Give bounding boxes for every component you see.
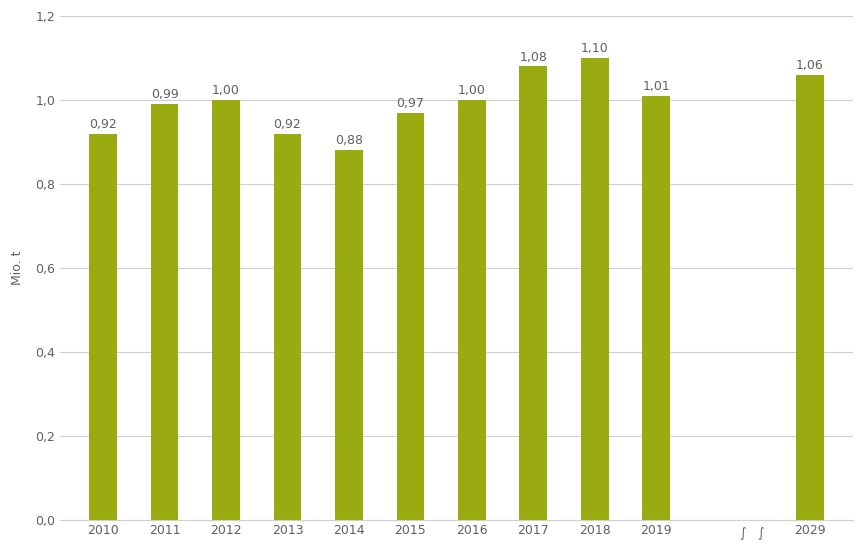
Text: 1,00: 1,00	[458, 84, 486, 97]
Text: ∫: ∫	[758, 527, 764, 540]
Text: 0,92: 0,92	[274, 118, 302, 131]
Text: 0,99: 0,99	[150, 88, 179, 101]
Bar	[89, 134, 117, 520]
Text: 1,10: 1,10	[581, 42, 608, 55]
Bar	[519, 67, 547, 520]
Text: 1,01: 1,01	[642, 80, 670, 93]
Bar	[643, 96, 670, 520]
Bar	[150, 104, 178, 520]
Bar	[335, 150, 363, 520]
Text: 0,88: 0,88	[335, 134, 363, 147]
Bar	[274, 134, 302, 520]
Text: 1,06: 1,06	[796, 59, 823, 72]
Bar	[213, 100, 240, 520]
Bar	[397, 113, 424, 520]
Text: 1,00: 1,00	[212, 84, 240, 97]
Bar	[458, 100, 486, 520]
Bar	[796, 75, 823, 520]
Y-axis label: Mio. t: Mio. t	[11, 251, 24, 285]
Text: ∫: ∫	[739, 527, 746, 540]
Bar	[581, 58, 608, 520]
Text: 1,08: 1,08	[519, 51, 547, 63]
Text: 0,92: 0,92	[89, 118, 117, 131]
Text: 0,97: 0,97	[397, 97, 424, 109]
